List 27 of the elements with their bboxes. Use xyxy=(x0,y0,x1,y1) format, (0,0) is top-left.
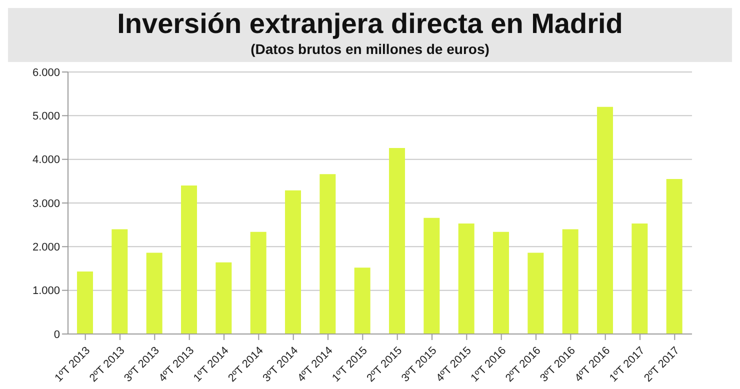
y-tick-label: 2.000 xyxy=(32,242,60,254)
y-tick-label: 1.000 xyxy=(32,285,60,298)
bar xyxy=(181,186,197,334)
chart-subtitle: (Datos brutos en millones de euros) xyxy=(250,40,490,58)
bar xyxy=(285,190,301,334)
bar xyxy=(458,224,474,334)
bar xyxy=(666,178,682,334)
y-tick-label: 3.000 xyxy=(32,198,60,210)
bar xyxy=(250,232,266,334)
bar xyxy=(424,218,440,334)
bar xyxy=(632,224,648,334)
bar xyxy=(320,174,336,334)
chart-title: Inversión extranjera directa en Madrid xyxy=(116,8,624,40)
bar xyxy=(354,268,370,334)
bar xyxy=(77,272,93,334)
bar xyxy=(216,262,232,334)
y-tick-label: 4.000 xyxy=(32,154,60,166)
bar xyxy=(597,106,613,334)
bar xyxy=(562,229,578,334)
bar xyxy=(493,232,509,334)
bar xyxy=(112,229,128,334)
y-tick-label: 0 xyxy=(54,328,60,341)
y-tick-label: 5.000 xyxy=(32,110,60,123)
bar xyxy=(528,252,544,334)
y-tick-label: 6.000 xyxy=(32,66,60,79)
bar xyxy=(389,148,405,334)
bar xyxy=(146,252,162,334)
